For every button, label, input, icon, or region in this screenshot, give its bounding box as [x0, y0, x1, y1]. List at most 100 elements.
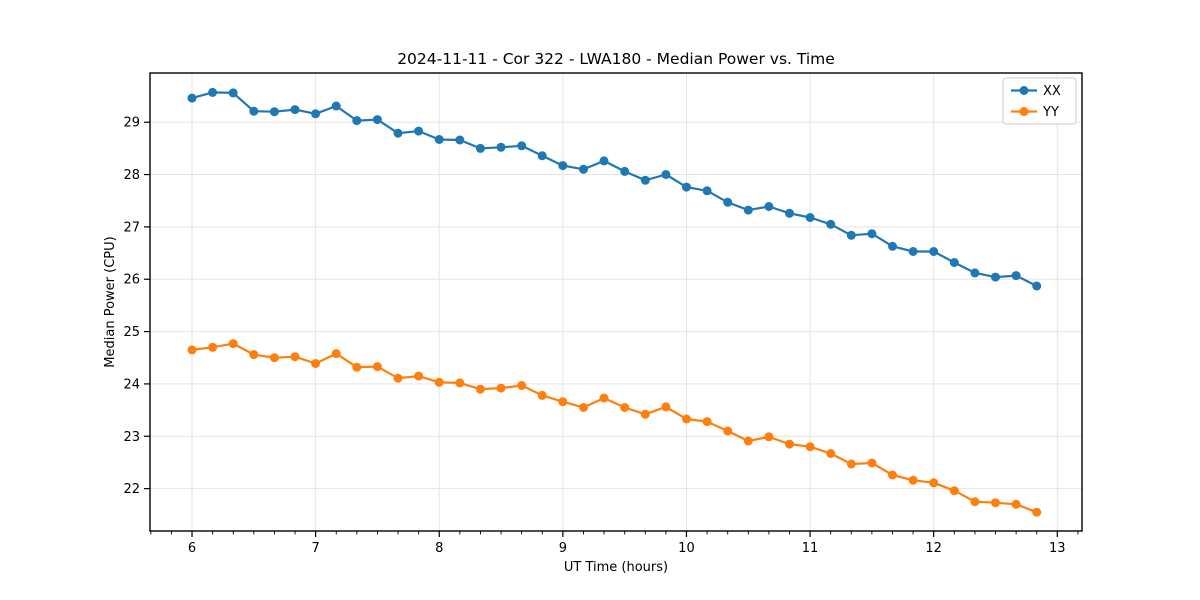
data-point-yy [558, 397, 568, 407]
data-point-yy [393, 373, 403, 383]
data-point-xx [475, 143, 485, 153]
data-point-yy [785, 439, 794, 449]
data-point-xx [455, 135, 465, 145]
y-tick-label: 22 [123, 482, 140, 497]
y-tick-label: 24 [123, 377, 140, 392]
data-point-yy [269, 353, 279, 363]
data-point-xx [888, 241, 897, 251]
data-point-xx [1032, 281, 1042, 291]
data-point-yy [991, 498, 1000, 508]
data-point-yy [661, 402, 671, 412]
data-point-yy [1011, 499, 1021, 509]
data-point-yy [1032, 507, 1042, 517]
data-point-yy [579, 403, 588, 412]
x-tick-label: 6 [188, 541, 196, 556]
data-point-yy [888, 470, 897, 480]
data-point-yy [228, 339, 238, 349]
data-point-xx [620, 166, 630, 176]
data-point-yy [372, 362, 382, 372]
data-point-xx [187, 93, 197, 103]
data-point-yy [537, 390, 547, 400]
data-point-xx [579, 164, 588, 174]
data-point-yy [475, 384, 485, 394]
x-tick-label: 8 [435, 541, 443, 556]
legend-box [1002, 77, 1077, 125]
data-point-yy [331, 349, 341, 359]
data-point-xx [208, 87, 218, 97]
data-point-yy [929, 478, 939, 488]
data-point-yy [640, 409, 650, 419]
y-tick-label: 23 [123, 430, 140, 445]
data-point-xx [764, 202, 774, 211]
data-point-xx [826, 219, 836, 229]
data-point-xx [1011, 271, 1021, 281]
y-tick-label: 27 [123, 220, 140, 235]
data-point-xx [434, 135, 444, 144]
data-point-yy [311, 359, 321, 368]
data-point-xx [269, 107, 279, 117]
y-axis-label: Median Power (CPU) [103, 236, 118, 367]
tick-labels: 6 7 8 9 10 11 12 13 22 23 24 25 26 27 28 29 [123, 116, 1065, 556]
data-point-yy [826, 449, 836, 458]
data-series [187, 87, 1042, 517]
data-point-xx [228, 88, 238, 98]
data-point-xx [949, 258, 959, 267]
data-point-xx [311, 109, 321, 119]
legend-item-label: XX [1043, 84, 1061, 99]
legend-item-label: YY [1042, 105, 1059, 120]
y-tick-label: 28 [123, 168, 140, 183]
chart-title: 2024-11-11 - Cor 322 - LWA180 - Median P… [397, 50, 835, 68]
legend-marker [1019, 107, 1029, 116]
data-point-yy [620, 403, 630, 412]
data-point-xx [537, 151, 547, 161]
y-tick-label: 26 [123, 273, 140, 288]
data-point-xx [393, 128, 403, 138]
y-tick-label: 29 [123, 116, 140, 131]
data-point-yy [805, 442, 815, 452]
data-point-xx [661, 170, 671, 179]
data-point-yy [517, 381, 527, 390]
data-point-xx [805, 213, 815, 222]
data-point-yy [496, 383, 506, 393]
x-tick-label: 13 [1049, 541, 1066, 556]
data-point-xx [846, 230, 856, 240]
data-point-xx [785, 208, 794, 218]
series-xx-line [190, 91, 1038, 288]
x-tick-label: 11 [802, 541, 819, 556]
data-point-yy [290, 352, 300, 362]
axis-ticks [144, 121, 1079, 537]
data-point-xx [558, 161, 568, 171]
gridlines [150, 73, 1082, 531]
data-point-yy [743, 436, 753, 446]
data-point-xx [414, 126, 424, 136]
data-point-xx [991, 272, 1000, 282]
data-point-xx [970, 268, 980, 278]
x-tick-label: 9 [559, 541, 567, 556]
data-point-xx [249, 106, 259, 116]
data-point-xx [372, 115, 382, 125]
data-point-yy [723, 426, 733, 436]
data-point-xx [331, 101, 341, 111]
plot-border [149, 72, 1083, 532]
data-point-xx [702, 186, 712, 196]
data-point-yy [455, 378, 465, 388]
data-point-yy [434, 377, 444, 387]
series-yy-line [190, 342, 1038, 514]
data-point-yy [764, 432, 774, 442]
data-point-yy [599, 393, 609, 403]
x-axis-label: UT Time (hours) [564, 560, 668, 575]
data-point-yy [949, 486, 959, 496]
data-point-yy [867, 458, 877, 468]
data-point-yy [682, 414, 691, 424]
data-point-xx [908, 247, 918, 256]
data-point-yy [846, 459, 856, 469]
data-point-yy [970, 497, 980, 507]
data-point-yy [187, 345, 197, 355]
data-point-yy [208, 342, 218, 352]
data-point-yy [352, 362, 362, 372]
data-point-yy [702, 417, 712, 427]
data-point-xx [599, 156, 609, 166]
data-point-xx [640, 175, 650, 185]
